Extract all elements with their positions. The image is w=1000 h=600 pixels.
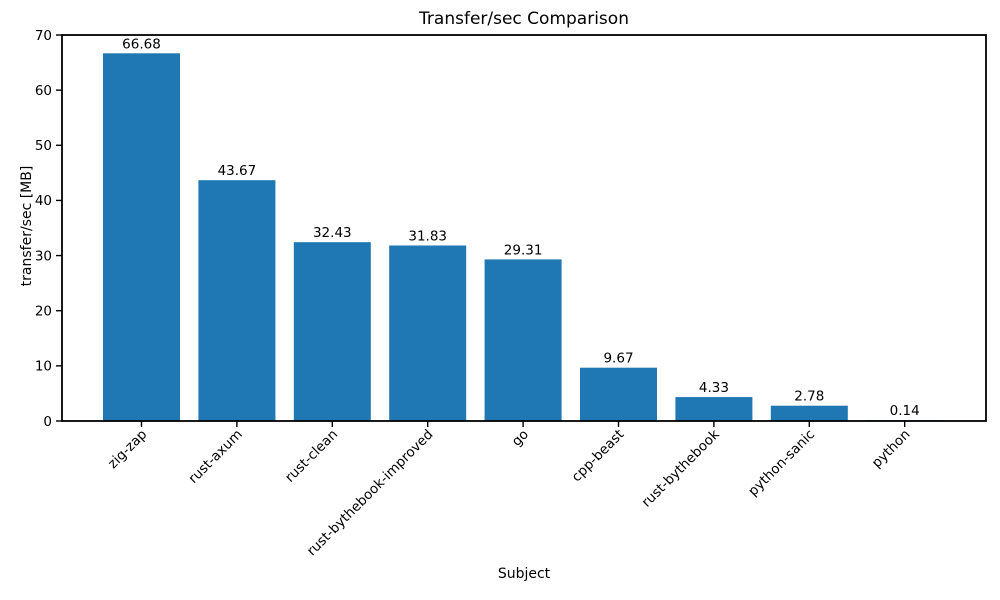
y-tick-label: 0 <box>43 414 52 430</box>
bar-value-label: 0.14 <box>890 403 920 419</box>
bar-python-sanic <box>770 405 848 421</box>
bar-value-label: 66.68 <box>122 36 161 52</box>
bar-value-label: 29.31 <box>504 242 543 258</box>
x-tick-label: cpp-beast <box>569 427 628 486</box>
bar-go <box>484 259 562 421</box>
bar-value-label: 43.67 <box>218 163 257 179</box>
bar-value-label: 9.67 <box>603 351 633 367</box>
bar-cpp-beast <box>580 367 657 421</box>
bar-rust-clean <box>293 242 371 421</box>
y-tick-label: 60 <box>35 83 52 99</box>
bar-value-label: 4.33 <box>699 380 729 396</box>
chart-title: Transfer/sec Comparison <box>419 9 629 29</box>
y-tick-label: 10 <box>35 359 52 375</box>
bar-zig-zap <box>103 53 180 422</box>
x-tick-label: zig-zap <box>105 427 150 472</box>
bar-rust-bythebook <box>675 397 753 421</box>
y-tick-label: 30 <box>35 248 52 264</box>
x-tick-label: python-sanic <box>745 427 818 500</box>
y-tick-label: 20 <box>35 304 52 320</box>
bar-rust-axum <box>198 180 276 421</box>
y-tick-label: 70 <box>35 28 52 44</box>
x-tick-label: go <box>509 427 532 450</box>
bar-rust-bythebook-improved <box>389 245 467 421</box>
x-tick-label: rust-clean <box>282 427 341 486</box>
x-axis-label: Subject <box>497 566 551 582</box>
bar-value-label: 2.78 <box>794 389 824 405</box>
x-tick-label: python <box>869 427 914 472</box>
x-tick-label: rust-axum <box>185 427 245 487</box>
y-tick-label: 40 <box>35 193 52 209</box>
bar-value-label: 31.83 <box>408 229 447 245</box>
bar-value-label: 32.43 <box>313 225 352 241</box>
plot-frame <box>61 34 987 422</box>
y-tick-label: 50 <box>35 138 52 154</box>
x-tick-label: rust-bythebook <box>639 426 723 510</box>
